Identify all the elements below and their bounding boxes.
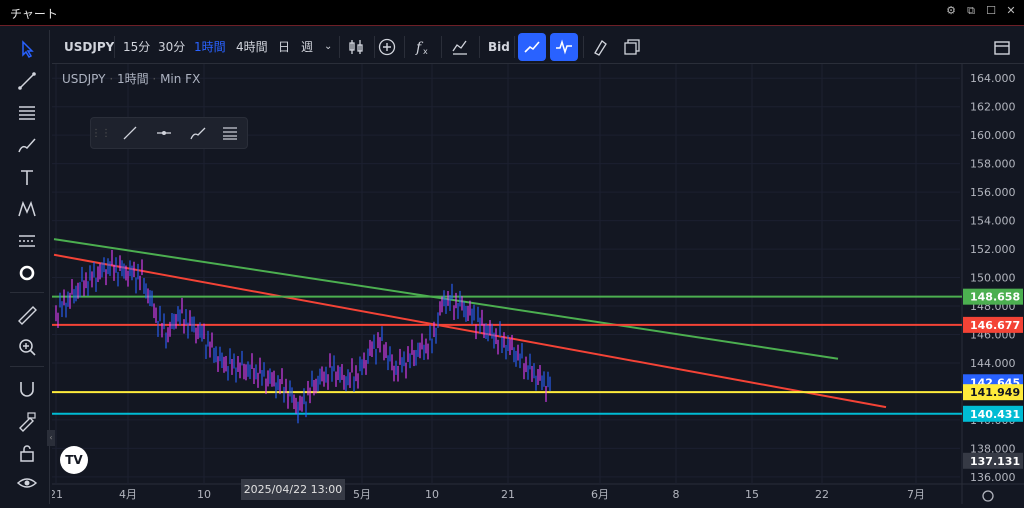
legend-source: Min FX [160, 72, 201, 86]
lock-drawing-icon[interactable] [12, 408, 42, 434]
drawing-toolbar [4, 30, 50, 504]
legend-symbol: USDJPY [62, 72, 106, 86]
circle-icon[interactable] [12, 260, 42, 286]
prediction-icon[interactable] [12, 228, 42, 254]
price-label: 137.131 [970, 455, 1020, 468]
price-label-bg [963, 316, 1023, 333]
y-tick-label: 136.000 [970, 471, 1016, 484]
templates-icon[interactable] [446, 33, 474, 61]
x-tick-label: 10 [425, 488, 439, 501]
copy-icon[interactable] [618, 33, 646, 61]
x-tick-label: 7月 [907, 488, 925, 501]
y-tick-label: 138.000 [970, 442, 1016, 455]
x-tick-label: 21 [501, 488, 515, 501]
interval-day[interactable]: 日 [278, 40, 291, 54]
interval-1h[interactable]: 1時間 [194, 40, 226, 54]
x-tick-label: 21 [52, 488, 63, 501]
y-tick-label: 152.000 [970, 243, 1016, 256]
tradingview-logo[interactable]: TV [60, 446, 88, 474]
brush-icon[interactable] [185, 122, 211, 144]
zoom-in-icon[interactable] [12, 334, 42, 360]
chart-area[interactable]: 164.000 162.000 160.000 158.000 156.000 154.0… [49, 64, 1024, 504]
x-tick-label: 10 [197, 488, 211, 501]
price-label-bg [963, 452, 1023, 469]
crosshair-date-label: 2025/04/22 13:00 [241, 479, 345, 500]
lock-icon[interactable] [12, 440, 42, 466]
symbol-selector[interactable]: USDJPY [64, 39, 115, 54]
y-tick-label: 164.000 [970, 72, 1016, 85]
svg-text:x: x [423, 47, 428, 56]
fib-lines-icon[interactable] [217, 122, 243, 144]
price-label: 146.677 [970, 319, 1020, 332]
x-tick-label: 8 [673, 488, 680, 501]
paint-tool-icon[interactable] [586, 33, 614, 61]
x-tick-label: 5月 [353, 488, 371, 501]
x-tick-label: 22 [815, 488, 829, 501]
trend-line [53, 253, 887, 409]
pulse-chart-icon[interactable] [550, 33, 578, 61]
line-chart-icon[interactable] [518, 33, 546, 61]
layout-icon[interactable] [988, 33, 1016, 61]
interval-dropdown-icon[interactable]: ⌄ [324, 41, 333, 52]
x-tick-label: 6月 [591, 488, 609, 501]
cursor-icon[interactable] [12, 36, 42, 62]
brush-icon[interactable] [12, 132, 42, 158]
price-label: 141.949 [970, 386, 1020, 399]
compare-plus-icon[interactable] [373, 33, 401, 61]
price-label-bg [963, 405, 1023, 422]
window-title: チャート [10, 7, 58, 21]
y-tick-label: 150.000 [970, 272, 1016, 285]
y-tick-label: 160.000 [970, 129, 1016, 142]
maximize-icon[interactable]: ☐ [986, 4, 996, 17]
trend-line-icon[interactable] [117, 122, 143, 144]
pattern-icon[interactable] [12, 196, 42, 222]
y-tick-label: 144.000 [970, 357, 1016, 370]
svg-text:f: f [415, 40, 424, 56]
magnet-icon[interactable] [12, 376, 42, 402]
axis-settings-icon[interactable] [982, 490, 994, 502]
settings-icon[interactable]: ⚙ [946, 4, 956, 17]
interval-15m[interactable]: 15分 [123, 40, 151, 54]
eye-icon[interactable] [12, 470, 42, 496]
price-label: 140.431 [970, 408, 1020, 421]
chart-legend: USDJPY · 1時間 · Min FX [62, 72, 201, 86]
price-label-bg [963, 288, 1023, 305]
horizontal-line-icon[interactable] [151, 122, 177, 144]
window-titlebar: チャート ⚙ ⧉ ☐ ✕ [0, 0, 1024, 26]
bid-toggle[interactable]: Bid [488, 39, 510, 54]
legend-interval: 1時間 [116, 72, 149, 86]
collapse-toolbar-handle[interactable]: ‹ [47, 430, 55, 446]
interval-week[interactable]: 週 [301, 40, 314, 54]
y-tick-label: 158.000 [970, 158, 1016, 171]
x-tick-label: 4月 [119, 488, 137, 501]
popout-icon[interactable]: ⧉ [967, 4, 975, 17]
y-tick-label: 154.000 [970, 215, 1016, 228]
price-label-bg [963, 384, 1023, 401]
interval-30m[interactable]: 30分 [158, 40, 186, 54]
drag-handle-icon[interactable]: ⋮⋮ [91, 127, 111, 139]
interval-4h[interactable]: 4時間 [236, 40, 268, 54]
y-tick-label: 162.000 [970, 101, 1016, 114]
fib-lines-icon[interactable] [12, 100, 42, 126]
close-icon[interactable]: ✕ [1006, 4, 1016, 17]
price-chart[interactable]: 164.000 162.000 160.000 158.000 156.000 154.0… [49, 64, 1024, 504]
ruler-icon[interactable] [12, 302, 42, 328]
floating-drawing-toolbar: ⋮⋮ [90, 117, 248, 149]
text-tool-icon[interactable] [12, 164, 42, 190]
price-label: 148.658 [970, 291, 1020, 304]
candles-icon[interactable] [342, 33, 370, 61]
y-tick-label: 156.000 [970, 186, 1016, 199]
x-tick-label: 15 [745, 488, 759, 501]
trend-line-icon[interactable] [12, 68, 42, 94]
